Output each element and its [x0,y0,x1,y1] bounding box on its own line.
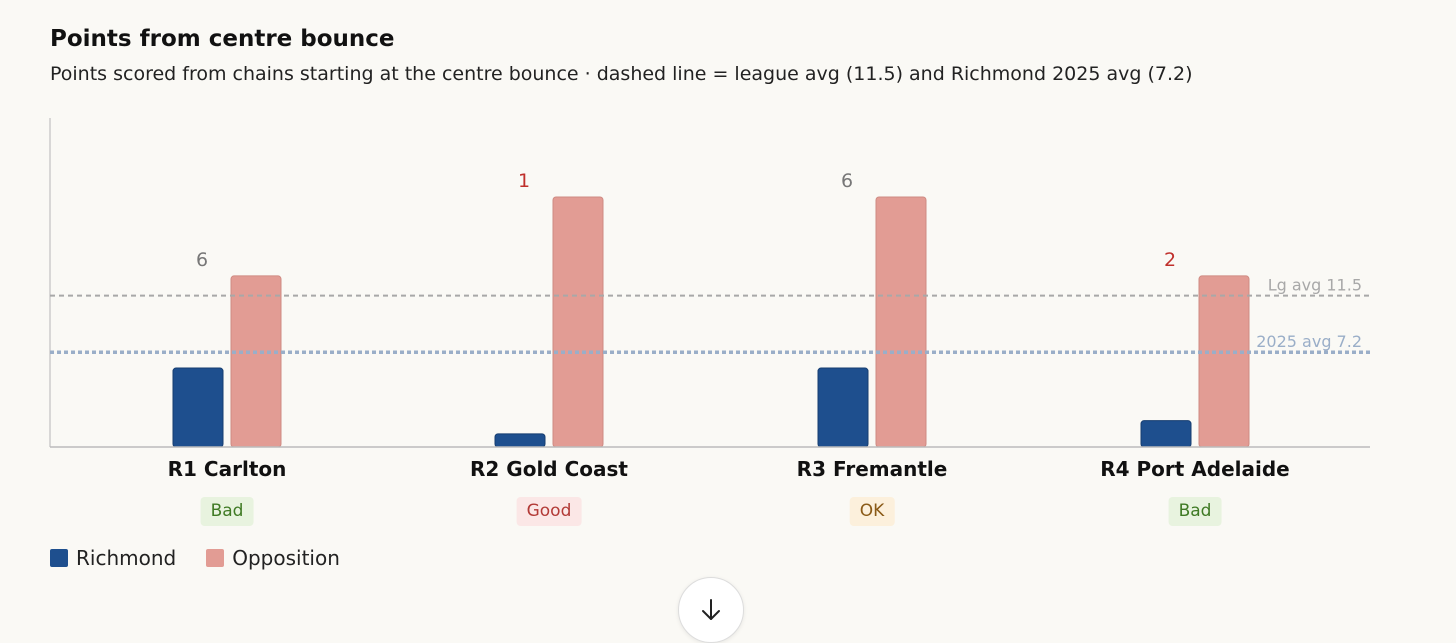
category-label-2: R2 Gold Coast [470,457,628,481]
bar-richmond-4 [1140,420,1192,448]
bar-opposition-1 [230,275,282,448]
legend-label-opposition: Opposition [232,546,340,570]
category-label-3: R3 Fremantle [796,457,948,481]
legend-item-richmond: Richmond [50,546,176,570]
reference-label-richmond: 2025 avg 7.2 [1256,332,1362,351]
bar-opposition-4 [1198,275,1250,448]
legend-label-richmond: Richmond [76,546,177,570]
rating-badge-4: Bad [1168,497,1222,526]
legend-item-opposition: Opposition [206,546,340,570]
bar-richmond-1 [172,367,224,448]
data-label-2: 1 [518,170,530,192]
bar-opposition-2 [552,196,604,448]
bar-richmond-2 [494,433,546,448]
category-label-4: R4 Port Adelaide [1100,457,1290,481]
category-label-1: R1 Carlton [167,457,287,481]
bar-opposition-3 [875,196,927,448]
chart-title: Points from centre bounce [50,26,395,52]
rating-badge-2: Good [516,497,582,526]
bar-richmond-3 [817,367,869,448]
legend: Richmond Opposition [50,546,370,570]
data-label-1: 6 [196,249,208,271]
legend-swatch-richmond [50,549,68,567]
arrow-down-icon [702,599,720,620]
scroll-down-button[interactable] [678,577,744,643]
data-label-4: 2 [1164,249,1176,271]
rating-badge-3: OK [849,497,895,526]
legend-swatch-opposition [206,549,225,567]
data-label-3: 6 [841,170,853,192]
rating-badge-1: Bad [200,497,254,526]
reference-label-league: Lg avg 11.5 [1268,276,1362,295]
chart-subtitle: Points scored from chains starting at th… [50,63,1193,85]
